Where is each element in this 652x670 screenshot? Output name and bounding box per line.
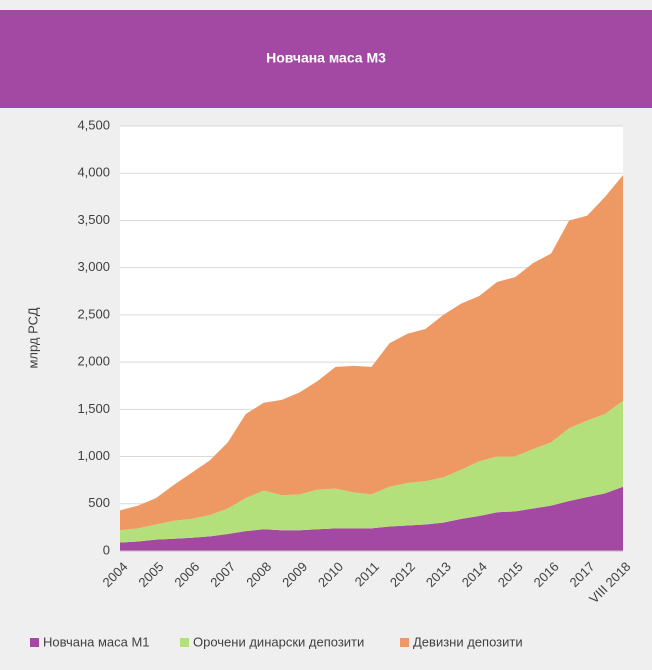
- y-tick-label: 0: [103, 542, 110, 557]
- y-tick-label: 3,000: [77, 259, 110, 274]
- header: [0, 10, 652, 108]
- y-axis-label: млрд РСД: [25, 307, 40, 368]
- area: [120, 486, 623, 551]
- y-tick-label: 2,000: [77, 354, 110, 369]
- legend-label: Девизни депозити: [413, 634, 523, 649]
- y-tick-label: 1,000: [77, 448, 110, 463]
- y-tick-label: 4,500: [77, 117, 110, 132]
- legend-swatch: [180, 638, 189, 647]
- area: [120, 400, 623, 543]
- legend-label: Орочени динарски депозити: [193, 634, 364, 649]
- y-tick-label: 1,500: [77, 401, 110, 416]
- legend-swatch: [400, 638, 409, 647]
- legend-swatch: [30, 638, 39, 647]
- y-tick-label: 4,000: [77, 165, 110, 180]
- y-tick-label: 500: [88, 495, 110, 510]
- y-tick-label: 3,500: [77, 212, 110, 227]
- legend-label: Новчана маса М1: [43, 634, 150, 649]
- chart-title: Новчана маса М3: [266, 50, 386, 66]
- area: [120, 175, 623, 531]
- y-tick-label: 2,500: [77, 306, 110, 321]
